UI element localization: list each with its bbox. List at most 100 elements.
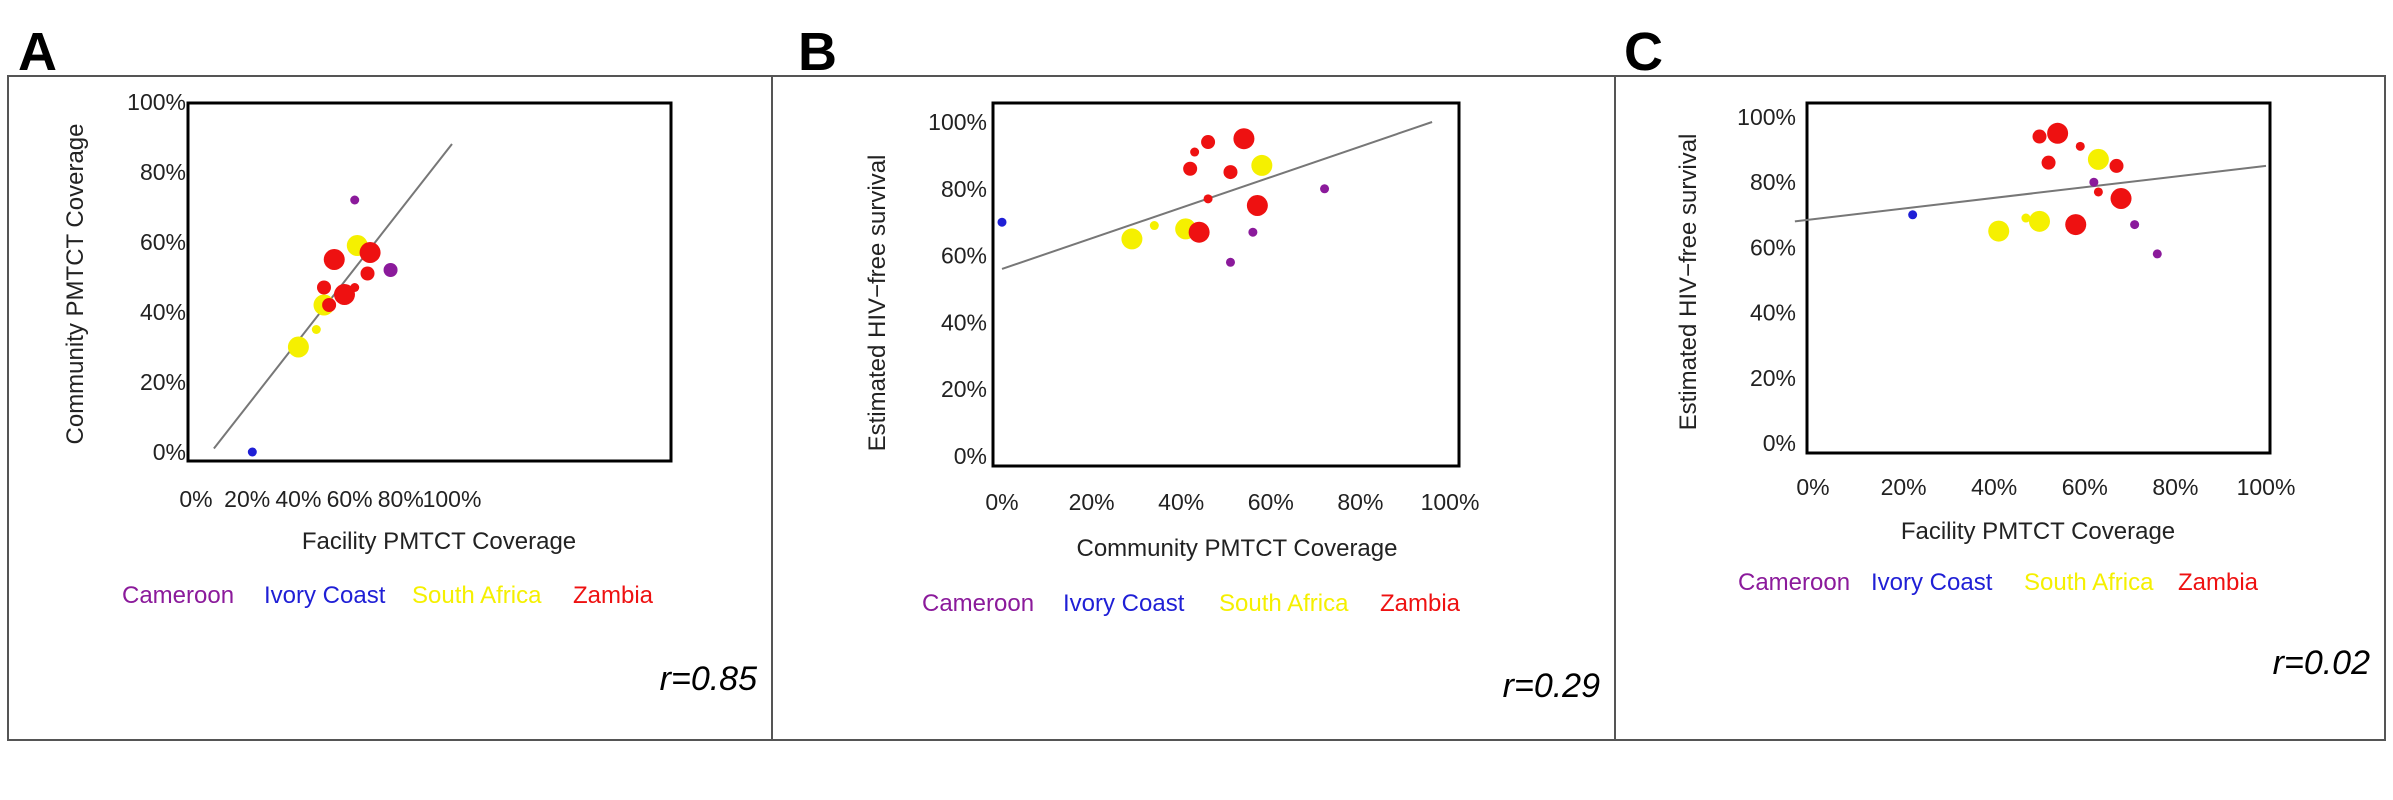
data-point [383,263,398,277]
y-tick-label: 100% [928,109,987,135]
y-tick-label: 100% [127,89,186,115]
x-tick-label: 0% [179,486,212,512]
x-tick-label: 20% [224,486,270,512]
legend-label: Cameroon [1738,569,1850,596]
x-tick-label: 100% [2237,474,2296,500]
panel-letter: B [798,22,837,82]
y-tick-label: 40% [140,299,186,325]
data-point [1203,194,1213,204]
correlation-label: r=0.02 [2273,644,2370,682]
data-point [997,217,1007,227]
data-point [1190,147,1200,157]
regression-line [213,143,453,450]
panel-letter: C [1624,22,1663,82]
data-point [1988,220,2010,242]
data-point [1183,161,1198,176]
data-point [2130,220,2140,230]
legend-label: South Africa [1219,590,1349,617]
y-tick-label: 80% [941,176,987,202]
x-axis-title: Community PMTCT Coverage [1077,535,1398,562]
panel-frame-b [771,75,1616,741]
y-axis-title: Estimated HIV−free survival [1675,134,1702,431]
data-point [2041,155,2056,170]
data-point [1223,165,1238,180]
data-point [350,283,360,292]
y-tick-label: 40% [941,309,987,335]
x-axis-title: Facility PMTCT Coverage [302,528,576,555]
x-tick-label: 40% [1158,489,1204,515]
x-tick-label: 60% [1248,489,1294,515]
regression-line [1001,121,1433,270]
plot-area [1805,101,2272,455]
x-tick-label: 20% [1069,489,1115,515]
y-tick-label: 0% [1763,430,1796,456]
data-point [359,242,381,263]
panel-frame-a [7,75,773,741]
data-point [2093,187,2103,197]
legend-label: Ivory Coast [1063,590,1185,617]
data-point [2152,249,2162,259]
y-axis-title: Community PMTCT Coverage [62,124,89,445]
x-tick-label: 80% [378,486,424,512]
correlation-label: r=0.29 [1503,667,1600,705]
data-point [2109,158,2124,173]
data-point [2089,177,2099,187]
y-tick-label: 80% [1750,169,1796,195]
data-point [1188,221,1210,243]
y-tick-label: 20% [1750,365,1796,391]
legend-label: Ivory Coast [264,582,386,609]
x-tick-label: 100% [423,486,482,512]
y-tick-label: 20% [941,376,987,402]
legend-label: Zambia [573,582,654,609]
x-tick-label: 80% [2152,474,2198,500]
data-point [2032,129,2047,144]
y-tick-label: 0% [954,443,987,469]
x-tick-label: 40% [275,486,321,512]
y-tick-label: 100% [1737,104,1796,130]
legend-label: Zambia [1380,590,1461,617]
y-tick-label: 80% [140,159,186,185]
data-point [1121,228,1143,250]
legend-label: Ivory Coast [1871,569,1993,596]
data-point [311,325,321,334]
y-tick-label: 0% [153,439,186,465]
panel-frames [7,75,2386,741]
data-point [1320,184,1330,194]
y-tick-label: 20% [140,369,186,395]
data-point [360,266,375,281]
y-tick-label: 60% [941,243,987,269]
x-tick-label: 0% [1796,474,1829,500]
panel-a: A0% 20% 40% 60% 80%100%0%20%40%60%80%100%Fac… [18,22,757,698]
data-point [1233,128,1255,150]
data-point [2065,214,2087,236]
x-axis-title: Facility PMTCT Coverage [1901,518,2175,545]
data-point [2110,188,2132,209]
data-point [247,447,257,457]
y-axis-title: Estimated HIV−free survival [864,155,891,452]
x-tick-label: 60% [327,486,373,512]
data-point [1201,135,1216,150]
data-point [350,195,360,205]
panel-b: B 0% 20% 40% 60% 80% 100% 0% 20% 40% 60% 80% 100% Com… [798,22,1600,705]
x-tick-label: 20% [1881,474,1927,500]
data-point [287,336,309,358]
data-point [2047,122,2069,144]
legend-label: South Africa [2024,569,2154,596]
data-point [2087,148,2109,170]
x-tick-label: 0% [985,489,1018,515]
x-tick-label: 60% [2062,474,2108,500]
y-tick-label: 60% [1750,234,1796,260]
data-point [1225,257,1235,267]
data-point [322,298,337,312]
y-tick-label: 60% [140,229,186,255]
x-tick-label: 100% [1421,489,1480,515]
legend-label: South Africa [412,582,542,609]
data-point [1248,227,1258,237]
plot-area [991,101,1461,468]
data-point [2075,141,2085,151]
legend-label: Zambia [2178,569,2259,596]
legend-label: Cameroon [122,582,234,609]
data-point [333,284,355,305]
